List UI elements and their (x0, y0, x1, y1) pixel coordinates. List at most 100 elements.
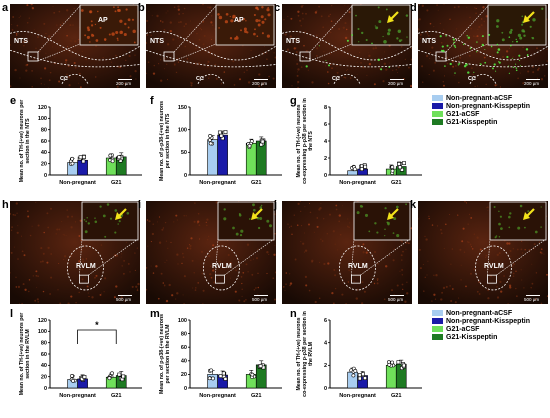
data-point (107, 376, 112, 381)
data-point (359, 167, 364, 171)
data-point (108, 153, 113, 158)
y-tick-label: 2 (324, 363, 327, 369)
panel-label: f (150, 95, 154, 107)
micrograph-panel (282, 201, 412, 304)
panel-label: g (290, 95, 297, 107)
scale-bar (254, 79, 268, 80)
data-point (110, 371, 114, 376)
legend-item: G21-Kisspeptin (432, 118, 530, 126)
micrograph-panel (10, 4, 140, 88)
region-label-nts: NTS (286, 38, 300, 45)
data-point (396, 360, 401, 365)
y-tick-label: 100 (178, 127, 187, 133)
data-point (357, 376, 362, 381)
legend-label: G21-Kisspeptin (446, 118, 498, 126)
y-axis-label: Mean no. of TH-(+ve) neuronsco-expressin… (296, 98, 314, 184)
scale-bar (118, 295, 132, 296)
data-point (117, 155, 122, 160)
micrograph-panel (146, 201, 276, 304)
yellow-arrow-icon (387, 11, 399, 23)
scale-bar-label: 200 µm (252, 81, 268, 86)
chart-svg: e Mean no. of TH-(+ve) neurons persection… (10, 95, 142, 186)
y-axis-label: Mean no. of p-p38-(+ve) neuronsper secti… (159, 314, 171, 394)
panel-label: i (138, 199, 142, 211)
y-tick-label: 40 (181, 359, 187, 365)
data-point (82, 155, 86, 159)
yellow-arrow-icon (523, 208, 535, 220)
data-point (71, 378, 75, 383)
region-label-cc: CC (196, 76, 204, 82)
panel-label: e (10, 95, 16, 107)
y-tick-label: 60 (41, 139, 47, 145)
x-category-label: G21 (391, 393, 402, 399)
region-label-rvlm: RVLM (348, 262, 368, 270)
scale-bar-label: 200 µm (116, 81, 132, 86)
scale-bar (526, 79, 540, 80)
y-tick-label: 80 (181, 331, 187, 337)
region-label-nts: NTS (14, 38, 28, 45)
scale-bar-label: 200 µm (524, 81, 540, 86)
legend-swatch (432, 334, 443, 340)
data-point (402, 161, 406, 166)
x-category-label: Non-pregnant (59, 180, 96, 186)
data-point (250, 372, 255, 377)
bar (347, 170, 358, 176)
scale-bar-label: 500 µm (524, 297, 540, 302)
bar-chart-f: f Mean no. of p-p38-(+ve) neuronsper sect… (150, 95, 286, 199)
legend-label: G21-Kisspeptin (446, 333, 498, 341)
micrograph-image (10, 201, 140, 304)
y-tick-label: 100 (38, 116, 47, 122)
y-tick-label: 0 (44, 386, 47, 392)
data-point (221, 371, 226, 376)
yellow-arrow-icon (387, 208, 399, 220)
scale-bar-label: 500 µm (388, 297, 404, 302)
region-label-nts: NTS (150, 38, 164, 45)
significance-bracket (77, 329, 117, 344)
legend-item: G21-aCSF (432, 110, 530, 118)
x-category-label: Non-pregnant (199, 180, 236, 186)
legend-label: G21-aCSF (446, 110, 480, 118)
legend-swatch (432, 310, 443, 316)
panel-label: m (150, 308, 160, 320)
data-point (351, 373, 356, 378)
y-tick-label: 150 (178, 105, 187, 111)
region-label-rvlm: RVLM (484, 262, 504, 270)
legend-swatch (432, 318, 443, 324)
y-tick-label: 120 (38, 318, 47, 324)
chart-svg: f Mean no. of p-p38-(+ve) neuronsper sect… (150, 95, 282, 186)
data-point (258, 364, 263, 368)
legend-swatch (432, 119, 443, 125)
scale-bar (118, 79, 132, 80)
x-category-label: G21 (251, 180, 262, 186)
bar-chart-g: g Mean no. of TH-(+ve) neuronsco-expressi… (290, 95, 426, 199)
panel-label: c (274, 2, 281, 14)
data-point (390, 360, 395, 365)
micrograph-image (418, 201, 548, 304)
data-point (401, 363, 406, 368)
y-tick-label: 40 (41, 363, 47, 369)
legend-item: Non-pregnant-Kisspeptin (432, 317, 530, 325)
panel-label: k (410, 199, 417, 211)
micrograph-image (418, 4, 548, 88)
x-category-label: G21 (391, 180, 402, 186)
data-point (211, 376, 215, 381)
data-point (249, 139, 254, 144)
data-point (78, 155, 83, 160)
bar-chart-l: l Mean no. of TH-(+ve) neurons persection… (10, 308, 146, 412)
micrograph-panel (418, 4, 548, 88)
micrograph-image (146, 4, 276, 88)
y-tick-label: 6 (324, 122, 327, 128)
y-tick-label: 60 (41, 352, 47, 358)
y-tick-label: 80 (41, 127, 47, 133)
data-point (208, 141, 213, 146)
y-tick-label: 60 (181, 345, 187, 351)
micrograph-panel (282, 4, 412, 88)
micrograph-panel (10, 201, 140, 304)
data-point (121, 374, 126, 379)
x-category-label: Non-pregnant (59, 393, 96, 399)
y-tick-label: 20 (41, 374, 47, 380)
data-point (361, 372, 365, 377)
panel-label: a (2, 2, 9, 14)
